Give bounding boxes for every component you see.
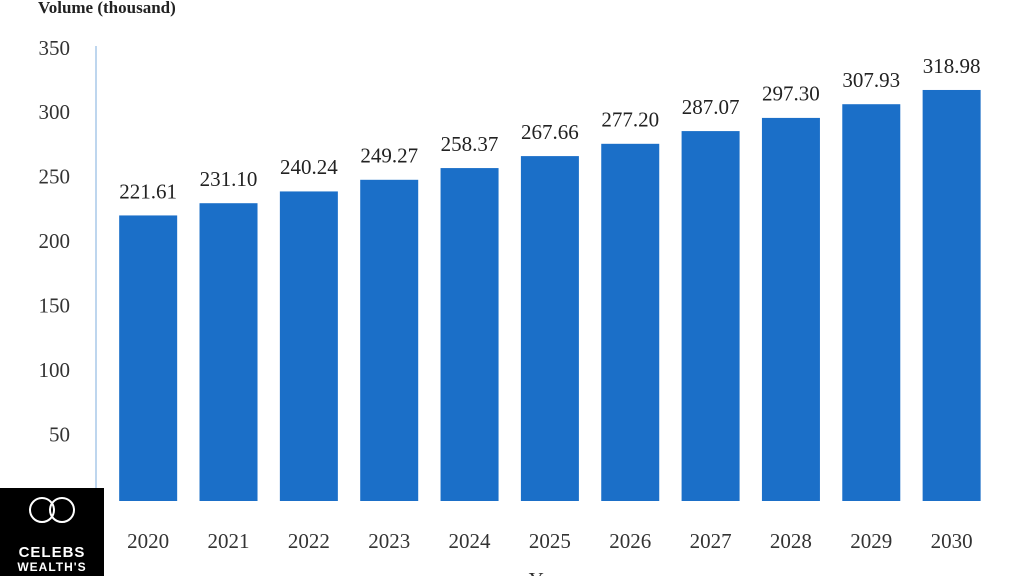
x-tick-label: 2021 (208, 529, 250, 553)
x-tick-label: 2024 (449, 529, 492, 553)
x-tick-label: 2028 (770, 529, 812, 553)
data-label: 249.27 (360, 144, 418, 168)
bar (440, 168, 499, 502)
y-tick-label: 250 (39, 165, 71, 189)
x-tick-label: 2030 (931, 529, 973, 553)
bar (681, 131, 740, 502)
y-tick-label: 150 (39, 294, 71, 318)
bar (842, 104, 901, 501)
x-tick-label: 2023 (368, 529, 410, 553)
y-tick-label: 100 (39, 358, 71, 382)
bar (601, 143, 660, 502)
data-label: 318.98 (923, 54, 981, 78)
y-axis-title: Volume (thousand) (38, 0, 176, 17)
bar (279, 191, 338, 501)
data-label: 221.61 (119, 179, 177, 203)
bar (922, 89, 981, 501)
bar (520, 156, 579, 502)
y-tick-label: 300 (39, 100, 71, 124)
data-label: 240.24 (280, 155, 338, 179)
logo-icon (29, 497, 55, 523)
y-tick-label: 50 (49, 422, 70, 446)
y-tick-label: 350 (39, 36, 71, 60)
x-tick-label: 2020 (127, 529, 169, 553)
x-axis-title: Years (529, 568, 576, 576)
data-label: 267.66 (521, 120, 579, 144)
bar (119, 215, 178, 501)
x-tick-label: 2026 (609, 529, 651, 553)
x-tick-label: 2022 (288, 529, 330, 553)
x-tick-label: 2027 (690, 529, 732, 553)
y-tick-label: 200 (39, 229, 71, 253)
bar (199, 203, 258, 502)
logo-text: CELEBS (19, 544, 86, 561)
data-label: 258.37 (441, 132, 499, 156)
data-label: 231.10 (200, 167, 258, 191)
data-label: 297.30 (762, 82, 820, 106)
bar (761, 117, 820, 501)
x-tick-label: 2025 (529, 529, 571, 553)
data-label: 287.07 (682, 95, 740, 119)
logo: CELEBS WEALTH'S (0, 488, 104, 576)
logo-icon (49, 497, 75, 523)
data-label: 277.20 (601, 108, 659, 132)
data-label: 307.93 (842, 68, 900, 92)
bar (360, 179, 419, 502)
logo-text: WEALTH'S (17, 560, 86, 574)
x-tick-label: 2029 (850, 529, 892, 553)
